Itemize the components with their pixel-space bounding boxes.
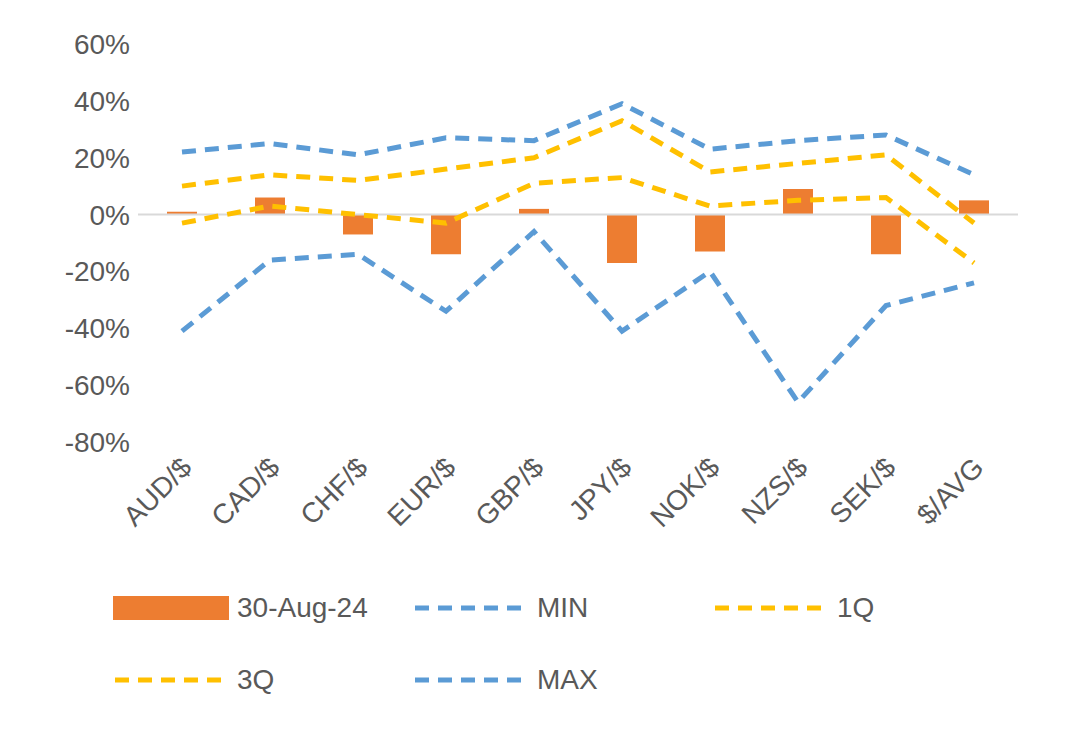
- svg-text:CHF/$: CHF/$: [294, 451, 373, 530]
- svg-text:EUR/$: EUR/$: [381, 451, 462, 532]
- svg-text:CAD/$: CAD/$: [205, 451, 286, 532]
- html-text:MIN: MIN: [537, 592, 589, 623]
- svg-text:NOK/$: NOK/$: [644, 451, 726, 533]
- html-text:MAX: MAX: [537, 664, 598, 695]
- svg-text:-20%: -20%: [65, 256, 130, 287]
- svg-text:AUD/$: AUD/$: [117, 451, 198, 532]
- html-text:1Q: 1Q: [837, 592, 875, 623]
- svg-text:40%: 40%: [74, 86, 130, 117]
- svg-text:-40%: -40%: [65, 313, 130, 344]
- svg-text:JPY/$: JPY/$: [563, 451, 638, 526]
- svg-text:60%: 60%: [74, 29, 130, 60]
- svg-text:NZS/$: NZS/$: [736, 451, 814, 529]
- svg-text:20%: 20%: [74, 143, 130, 174]
- svg-text:$/AVG: $/AVG: [911, 452, 990, 531]
- svg-text:-60%: -60%: [65, 370, 130, 401]
- svg-text:SEK/$: SEK/$: [823, 451, 901, 529]
- html-text:30-Aug-24: 30-Aug-24: [237, 592, 368, 623]
- svg-text:0%: 0%: [90, 200, 130, 231]
- svg-text:GBP/$: GBP/$: [469, 451, 550, 532]
- html-text:3Q: 3Q: [237, 664, 275, 695]
- svg-text:-80%: -80%: [65, 427, 130, 458]
